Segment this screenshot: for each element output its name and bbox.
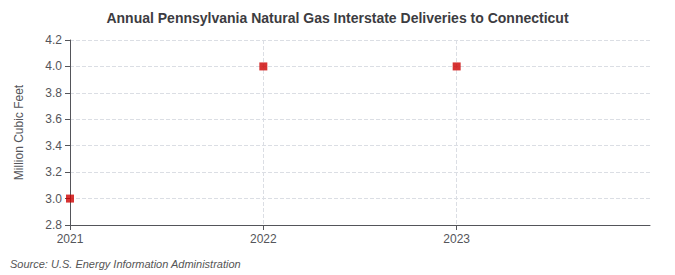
- svg-text:Million Cubic Feet: Million Cubic Feet: [12, 84, 26, 180]
- svg-text:3.2: 3.2: [45, 165, 62, 179]
- svg-text:4.2: 4.2: [45, 33, 62, 47]
- svg-text:3.6: 3.6: [45, 112, 62, 126]
- svg-text:Source: U.S. Energy Informatio: Source: U.S. Energy Information Administ…: [10, 258, 241, 270]
- svg-text:2.8: 2.8: [45, 218, 62, 232]
- svg-text:3.4: 3.4: [45, 139, 62, 153]
- svg-text:4.0: 4.0: [45, 59, 62, 73]
- svg-text:2022: 2022: [250, 232, 277, 246]
- svg-text:3.0: 3.0: [45, 192, 62, 206]
- svg-text:Annual Pennsylvania Natural Ga: Annual Pennsylvania Natural Gas Intersta…: [106, 10, 568, 26]
- svg-text:2023: 2023: [443, 232, 470, 246]
- svg-text:2021: 2021: [57, 232, 84, 246]
- svg-text:3.8: 3.8: [45, 86, 62, 100]
